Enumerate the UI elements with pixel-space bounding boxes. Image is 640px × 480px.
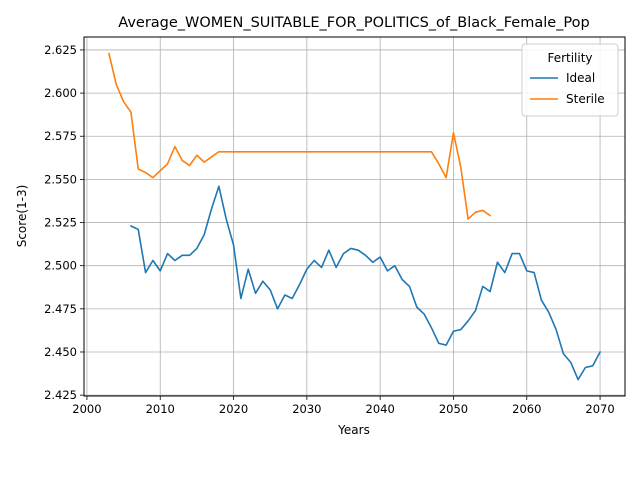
x-tick-label: 2050: [439, 402, 468, 416]
series-line-ideal: [130, 185, 601, 381]
legend-box: [521, 43, 619, 117]
series-lines: [108, 52, 601, 381]
y-tick-label: 2.625: [44, 43, 77, 57]
y-tick-label: 2.525: [44, 216, 77, 230]
chart-title: Average_WOMEN_SUITABLE_FOR_POLITICS_of_B…: [118, 15, 589, 31]
legend-label-ideal: Ideal: [566, 71, 595, 85]
x-tick-label: 2020: [219, 402, 248, 416]
legend-label-sterile: Sterile: [566, 92, 605, 106]
y-tick-label: 2.425: [44, 388, 77, 402]
x-tick-label: 2010: [146, 402, 175, 416]
y-tick-label: 2.575: [44, 129, 77, 143]
x-tick-label: 2030: [292, 402, 321, 416]
y-tick-label: 2.500: [44, 259, 77, 273]
legend-title: Fertility: [547, 51, 592, 65]
x-tick-label: 2070: [585, 402, 614, 416]
x-tick-label: 2040: [366, 402, 395, 416]
y-tick-label: 2.550: [44, 172, 77, 186]
y-tick-label: 2.475: [44, 302, 77, 316]
x-axis-label: Years: [337, 423, 370, 437]
x-tick-label: 2000: [72, 402, 101, 416]
legend: Fertility Ideal Sterile: [521, 43, 619, 117]
plot-frame: [83, 36, 626, 397]
y-tick-label: 2.450: [44, 345, 77, 359]
y-tick-label: 2.600: [44, 86, 77, 100]
series-line-sterile: [108, 52, 491, 220]
y-axis-ticks: 2.425 2.450 2.475 2.500 2.525 2.550 2.575 2.600…: [44, 43, 84, 402]
y-axis-label: Score(1-3): [15, 185, 29, 248]
x-axis-ticks: 2000 2010 2020 2030 2040 2050 2060 2070: [72, 396, 615, 416]
x-tick-label: 2060: [512, 402, 541, 416]
